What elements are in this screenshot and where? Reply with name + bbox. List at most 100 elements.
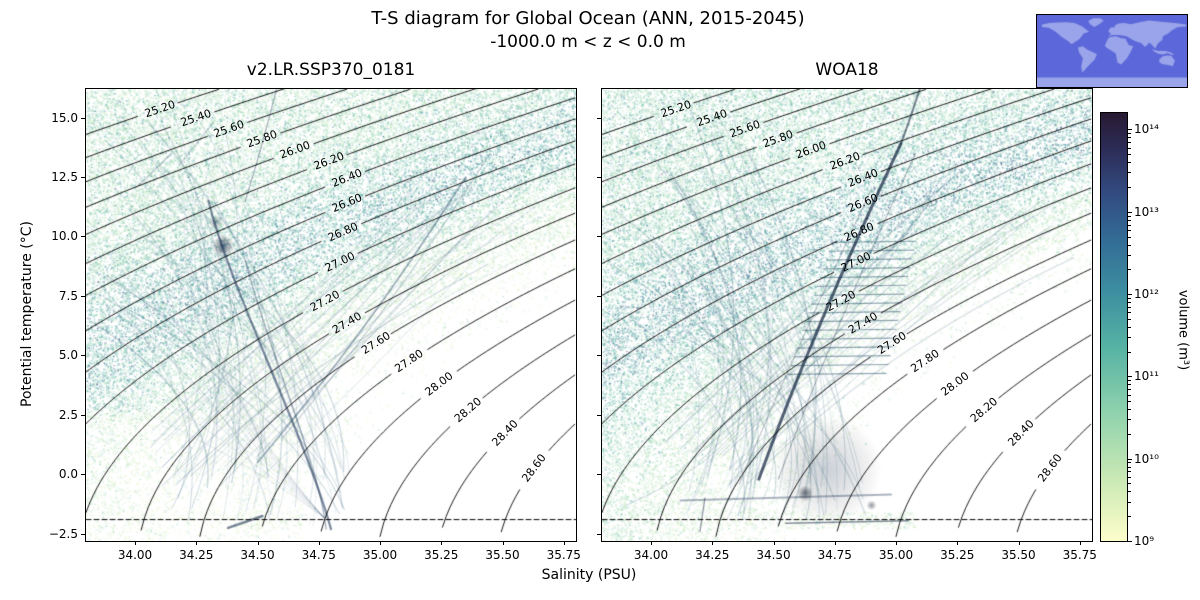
x-tick-label: 34.25 bbox=[179, 548, 214, 562]
x-tick-label: 34.75 bbox=[301, 548, 336, 562]
y-tick-mark bbox=[597, 414, 601, 416]
x-tick-mark bbox=[380, 541, 381, 545]
ts-plot-model: 25.20 25.40 25.60 25.80 26.00 26.20 26.40 26.60… bbox=[85, 88, 577, 542]
x-tick-label: 35.00 bbox=[362, 548, 398, 562]
colorbar-minor-tick bbox=[1128, 409, 1131, 411]
y-tick-mark bbox=[81, 355, 85, 357]
figure-title: T-S diagram for Global Ocean (ANN, 2015-… bbox=[371, 8, 805, 29]
x-tick-label: 35.75 bbox=[546, 548, 581, 562]
x-tick-mark bbox=[135, 541, 136, 545]
y-tick-label: 7.5 bbox=[58, 288, 78, 303]
colorbar-minor-tick bbox=[1128, 433, 1131, 435]
y-tick-mark bbox=[81, 414, 85, 416]
colorbar-minor-tick bbox=[1128, 466, 1131, 468]
colorbar-tick-mark bbox=[1128, 541, 1132, 542]
x-tick-label: 34.00 bbox=[633, 548, 669, 562]
colorbar-minor-tick bbox=[1128, 389, 1131, 391]
x-tick-mark bbox=[441, 541, 443, 545]
ts-plot-obs-canvas bbox=[602, 89, 1092, 541]
y-tick-mark bbox=[597, 533, 601, 535]
colorbar-minor-tick bbox=[1128, 133, 1131, 135]
colorbar-minor-tick bbox=[1128, 172, 1131, 174]
ts-plot-model-canvas bbox=[86, 89, 576, 541]
colorbar-minor-tick bbox=[1128, 224, 1131, 226]
x-tick-mark bbox=[834, 541, 836, 545]
y-tick-label: 15.0 bbox=[51, 110, 78, 125]
x-tick-label: 34.50 bbox=[240, 548, 275, 562]
colorbar-minor-tick bbox=[1128, 302, 1131, 304]
y-tick-label: 5.0 bbox=[58, 348, 78, 363]
colorbar-minor-tick bbox=[1128, 230, 1131, 232]
colorbar-minor-tick bbox=[1128, 244, 1131, 246]
y-tick-mark bbox=[597, 295, 601, 297]
colorbar-minor-tick bbox=[1128, 318, 1131, 320]
y-tick-mark bbox=[597, 474, 601, 476]
colorbar-minor-tick bbox=[1128, 471, 1131, 473]
colorbar-minor-tick bbox=[1128, 312, 1131, 314]
colorbar-minor-tick bbox=[1128, 219, 1131, 221]
x-tick-mark bbox=[502, 541, 504, 545]
x-axis-label: Salinity (PSU) bbox=[541, 567, 637, 583]
colorbar-minor-tick bbox=[1128, 491, 1131, 493]
x-tick-label: 34.25 bbox=[695, 548, 730, 562]
colorbar-tick-mark bbox=[1128, 376, 1132, 378]
world-map-inset bbox=[1036, 14, 1188, 88]
y-tick-mark bbox=[81, 117, 85, 119]
y-tick-mark bbox=[597, 355, 601, 357]
colorbar-minor-tick bbox=[1128, 419, 1131, 421]
colorbar-minor-tick bbox=[1128, 462, 1131, 464]
colorbar-minor-tick bbox=[1128, 501, 1131, 503]
x-tick-mark bbox=[1079, 541, 1081, 545]
figure-subtitle: -1000.0 m < z < 0.0 m bbox=[490, 32, 686, 52]
x-tick-label: 35.25 bbox=[940, 548, 975, 562]
colorbar-minor-tick bbox=[1128, 516, 1131, 518]
colorbar-tick-mark bbox=[1128, 458, 1132, 460]
x-tick-mark bbox=[1018, 541, 1020, 545]
y-tick-label: 12.5 bbox=[51, 170, 78, 185]
colorbar bbox=[1100, 112, 1128, 542]
colorbar-minor-tick bbox=[1128, 297, 1131, 299]
colorbar-minor-tick bbox=[1128, 186, 1131, 188]
colorbar-label: volume (m³) bbox=[1175, 289, 1191, 371]
y-tick-mark bbox=[597, 177, 601, 179]
x-tick-label: 34.75 bbox=[817, 548, 852, 562]
colorbar-minor-tick bbox=[1128, 162, 1131, 164]
x-tick-label: 34.50 bbox=[756, 548, 791, 562]
colorbar-tick-mark bbox=[1128, 294, 1132, 296]
x-tick-mark bbox=[773, 541, 775, 545]
y-tick-mark bbox=[81, 295, 85, 297]
colorbar-minor-tick bbox=[1128, 380, 1131, 382]
x-tick-mark bbox=[318, 541, 320, 545]
x-tick-label: 35.50 bbox=[485, 548, 520, 562]
y-tick-mark bbox=[81, 474, 85, 476]
colorbar-minor-tick bbox=[1128, 137, 1131, 139]
colorbar-tick-mark bbox=[1128, 129, 1132, 131]
y-tick-mark bbox=[81, 177, 85, 179]
x-tick-label: 35.00 bbox=[878, 548, 914, 562]
colorbar-minor-tick bbox=[1128, 215, 1131, 217]
colorbar-minor-tick bbox=[1128, 483, 1131, 485]
y-tick-mark bbox=[81, 533, 85, 535]
x-tick-mark bbox=[957, 541, 959, 545]
y-tick-label: 2.5 bbox=[58, 407, 78, 422]
colorbar-minor-tick bbox=[1128, 476, 1131, 478]
panel-title-obs: WOA18 bbox=[815, 60, 879, 80]
colorbar-tick-label: 10¹¹ bbox=[1134, 369, 1159, 384]
colorbar-tick-mark bbox=[1128, 211, 1132, 213]
x-tick-mark bbox=[651, 541, 652, 545]
colorbar-minor-tick bbox=[1128, 154, 1131, 156]
y-tick-label: −2.5 bbox=[48, 526, 78, 541]
x-tick-mark bbox=[563, 541, 565, 545]
y-tick-mark bbox=[597, 236, 601, 238]
y-tick-mark bbox=[597, 117, 601, 119]
x-tick-mark bbox=[196, 541, 198, 545]
colorbar-minor-tick bbox=[1128, 384, 1131, 386]
ts-plot-obs: 25.20 25.40 25.60 25.80 26.00 26.20 26.40 26.60… bbox=[601, 88, 1093, 542]
colorbar-tick-label: 10¹³ bbox=[1134, 204, 1159, 219]
y-tick-mark bbox=[81, 236, 85, 238]
x-tick-mark bbox=[896, 541, 897, 545]
panel-title-model: v2.LR.SSP370_0181 bbox=[246, 60, 416, 80]
colorbar-minor-tick bbox=[1128, 401, 1131, 403]
y-axis-label: Potential temperature (°C) bbox=[19, 221, 35, 407]
